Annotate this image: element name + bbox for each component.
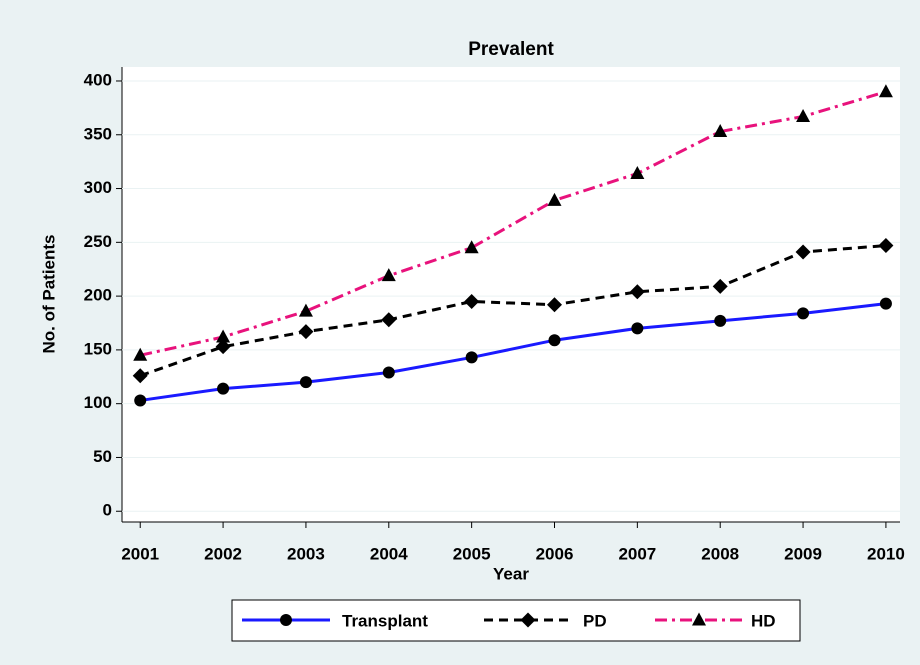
y-tick-label: 200 [84,286,112,305]
data-point [879,297,892,310]
y-tick-label: 150 [84,339,112,358]
y-tick-label: 400 [84,70,112,89]
legend-label: Transplant [342,611,428,630]
legend-marker [520,612,536,628]
data-point [381,268,396,282]
data-point [298,324,314,340]
data-point [713,124,728,138]
data-point [878,84,893,98]
data-point [796,108,811,122]
series-line [139,244,887,378]
y-tick-label: 50 [93,447,112,466]
data-point [629,284,645,300]
data-point [134,394,147,407]
data-point [299,376,312,389]
x-tick-label: 2001 [121,544,159,563]
data-point [216,329,231,343]
data-point [546,297,562,313]
x-tick-label: 2009 [784,544,822,563]
y-tick-label: 100 [84,393,112,412]
data-point [630,165,645,179]
x-tick-label: 2005 [453,544,491,563]
series-line [140,302,887,402]
legend-label: HD [751,611,776,630]
data-point [298,303,313,317]
data-point [464,293,480,309]
x-tick-label: 2004 [370,544,408,563]
legend-marker [280,614,292,626]
x-tick-label: 2008 [701,544,739,563]
chart-title: Prevalent [468,39,554,60]
legend-label: PD [583,611,607,630]
y-axis-label: No. of Patients [39,234,58,353]
x-tick-label: 2002 [204,544,242,563]
x-tick-label: 2003 [287,544,325,563]
legend-marker [692,612,706,626]
x-axis-label: Year [493,564,529,583]
x-tick-label: 2006 [536,544,574,563]
data-point [217,382,230,395]
x-tick-label: 2010 [867,544,905,563]
data-point [132,368,148,384]
x-tick-label: 2007 [618,544,656,563]
data-point [464,240,479,254]
y-tick-label: 300 [84,178,112,197]
data-point [548,334,561,347]
plot-area [122,67,900,522]
data-point [878,238,894,254]
data-point [381,312,397,328]
data-point [465,351,478,364]
data-point [547,192,562,206]
data-point [133,347,148,361]
y-tick-label: 0 [103,501,112,520]
y-tick-label: 350 [84,124,112,143]
data-point [714,314,727,327]
data-point [712,278,728,294]
y-tick-label: 250 [84,232,112,251]
data-point [795,244,811,260]
data-point [382,366,395,379]
data-point [631,322,644,335]
series-line [139,90,887,357]
data-point [797,307,810,320]
data-point [215,339,231,355]
